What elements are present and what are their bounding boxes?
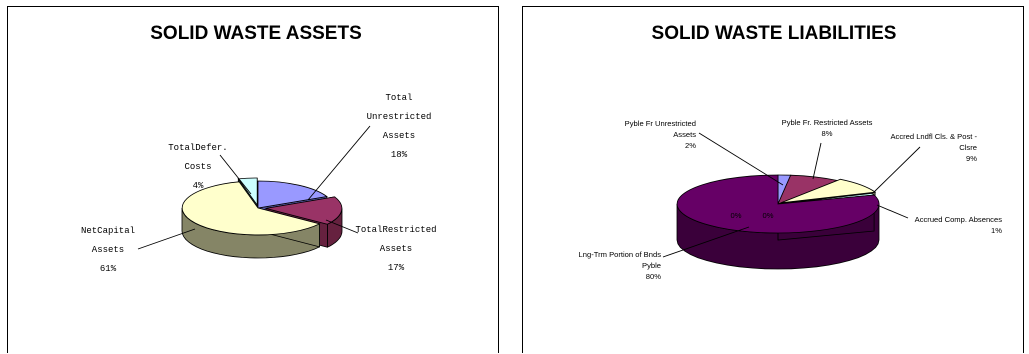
liab-leader-1: [813, 143, 821, 179]
liab-inner-label-0: 0%: [731, 211, 742, 220]
liabilities-chart-panel: SOLID WASTE LIABILITIES Pyble Fr Unrestr…: [522, 6, 1024, 353]
assets-pie: [182, 178, 342, 258]
liab-leader-3: [877, 205, 908, 218]
liab-inner-label-1: 0%: [763, 211, 774, 220]
assets-chart-title: SOLID WASTE ASSETS: [150, 23, 362, 44]
assets-leader-0: [308, 126, 370, 200]
liab-leader-2: [873, 147, 920, 193]
liabilities-pie-chart: SOLID WASTE LIABILITIES Pyble Fr Unrestr…: [523, 7, 1025, 354]
liabilities-chart-title: SOLID WASTE LIABILITIES: [652, 23, 897, 44]
liabilities-pie: [677, 175, 879, 269]
